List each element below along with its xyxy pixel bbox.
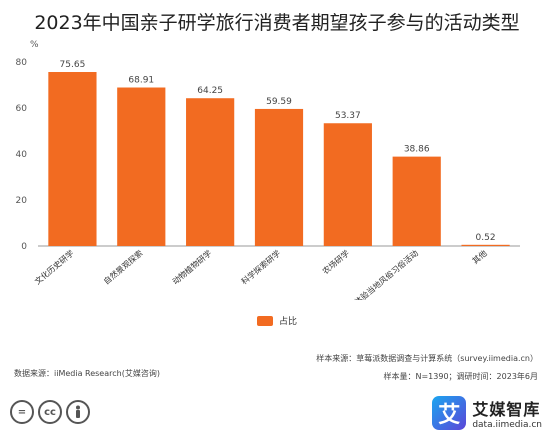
bar: [461, 244, 510, 246]
x-tick-label: 动物植物研学: [170, 248, 213, 287]
bar: [323, 123, 372, 246]
y-axis-unit: %: [30, 40, 39, 50]
sample-size: 样本量：N=1390；调研时间：2023年6月: [383, 372, 539, 381]
y-tick-label: 60: [16, 104, 28, 114]
sample-source: 样本来源：草莓派数据调查与计算系统（survey.iimedia.cn）: [316, 354, 538, 363]
brand: 艾 艾媒智库 data.iimedia.cn: [432, 396, 542, 430]
bar: [48, 72, 97, 246]
x-tick-label: 自然景观探索: [101, 248, 144, 287]
brand-logo-icon: 艾: [432, 396, 467, 430]
data-label: 38.86: [404, 145, 430, 155]
license-icons: = cc: [10, 400, 90, 424]
y-tick-label: 20: [16, 196, 28, 206]
bar: [392, 156, 441, 246]
data-label: 64.25: [197, 86, 223, 96]
brand-url: data.iimedia.cn: [472, 420, 542, 430]
y-tick-label: 40: [16, 150, 28, 160]
x-tick-label: 体验当地风俗习俗活动: [352, 248, 420, 300]
person-icon: [66, 400, 90, 424]
data-label: 68.91: [128, 76, 154, 86]
data-source: 数据来源：iiMedia Research(艾媒咨询): [14, 369, 160, 378]
bar: [117, 87, 166, 246]
data-label: 53.37: [335, 111, 361, 121]
legend-label: 占比: [278, 317, 297, 327]
brand-name: 艾媒智库: [472, 400, 541, 419]
chart-title: 2023年中国亲子研学旅行消费者期望孩子参与的活动类型: [34, 12, 520, 34]
data-label: 0.52: [476, 233, 496, 243]
data-label: 75.65: [60, 60, 86, 70]
y-tick-label: 80: [16, 58, 28, 68]
legend: 占比: [0, 314, 554, 327]
x-tick-label: 农场研学: [320, 248, 351, 276]
x-tick-label: 科学探索研学: [239, 248, 282, 287]
notes: 样本来源：草莓派数据调查与计算系统（survey.iimedia.cn） 样本量…: [316, 350, 538, 386]
legend-swatch: [256, 315, 273, 326]
x-tick-label: 文化历史研学: [33, 248, 76, 287]
bar: [254, 108, 304, 247]
data-label: 59.59: [266, 97, 292, 107]
x-tick-label: 其他: [470, 248, 489, 266]
equals-icon: =: [10, 400, 34, 424]
cc-icon: cc: [38, 400, 62, 424]
bar: [186, 98, 235, 246]
bar-chart: % 0 20 40 60 80 75.65 文化历史研学 68.91 自然景观探索 64.25 动物植…: [16, 40, 520, 300]
y-tick-label: 0: [21, 242, 27, 252]
